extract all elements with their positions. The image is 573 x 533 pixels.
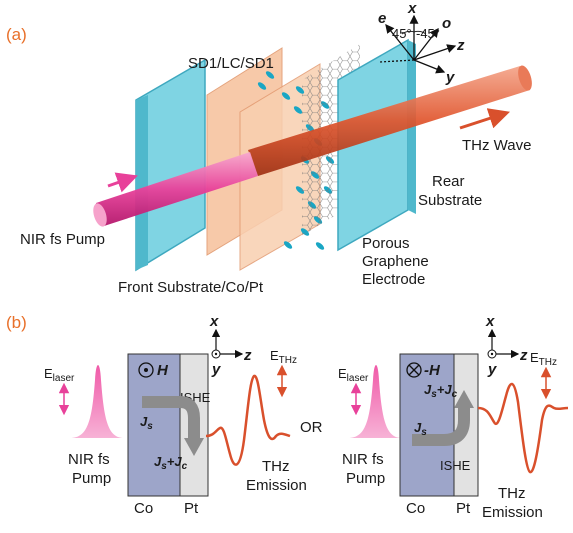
polarization-axes [379, 14, 457, 74]
axis-x-label-left: x [209, 313, 219, 330]
axis-x-label: x [407, 0, 417, 17]
scenario-left: Elaser NIR fs Pump H ISHE Js Js+Jc Co Pt… [44, 313, 307, 517]
e-thz-label-left: ETHz [270, 348, 297, 366]
co-label-left: Co [134, 500, 153, 517]
ishe-label-right: ISHE [440, 458, 471, 473]
panel-label-a: (a) [6, 25, 27, 44]
pump-pulse-right [348, 365, 402, 438]
emission-label-left-2: Emission [246, 477, 307, 494]
pt-label-left: Pt [184, 500, 199, 517]
rear-substrate-label-2: Substrate [418, 192, 482, 209]
panel-label-b: (b) [6, 313, 27, 332]
axis-z-label-left: z [243, 347, 252, 364]
emission-label-right-1: THz [498, 485, 526, 502]
emission-label-right-2: Emission [482, 504, 543, 521]
field-out-icon-left [138, 362, 154, 378]
e-thz-label-right: ETHz [530, 350, 557, 368]
angle-neg45-label: -45° [416, 26, 440, 41]
pump-label-left-1: NIR fs [68, 451, 110, 468]
co-label-right: Co [406, 500, 425, 517]
thz-wave-label: THz Wave [462, 137, 531, 154]
graphene-label-1: Porous [362, 235, 410, 252]
jsjc-label-left: Js+Jc [154, 454, 188, 472]
pump-label: NIR fs Pump [20, 231, 105, 248]
axis-e-label: e [378, 10, 386, 27]
layer-stack-label: SD1/LC/SD1 [188, 55, 274, 72]
thz-waveform-left [205, 374, 291, 466]
co-block-left [127, 353, 181, 497]
pump-beam [93, 152, 258, 227]
axis-o-label: o [442, 15, 451, 32]
thz-waveform-right [477, 382, 569, 474]
field-label-left: H [157, 362, 169, 379]
front-substrate [135, 58, 206, 272]
emission-label-left-1: THz [262, 458, 290, 475]
pt-label-right: Pt [456, 500, 471, 517]
pump-label-right-2: Pump [346, 470, 385, 487]
co-block-right [399, 353, 455, 497]
front-substrate-label: Front Substrate/Co/Pt [118, 279, 264, 296]
pump-direction-arrow [107, 172, 138, 193]
axis-z-label: z [456, 37, 465, 54]
angle-45-label: 45° [392, 26, 412, 41]
scenario-right: Elaser NIR fs Pump -H Js+Jc Js ISHE Co P… [338, 313, 569, 521]
js-label-right: Js [414, 420, 427, 438]
graphene-label-3: Electrode [362, 271, 425, 288]
axis-y-label-left: y [211, 361, 221, 378]
e-laser-label-right: Elaser [338, 366, 369, 384]
js-label-left: Js [140, 414, 153, 432]
pump-label-right-1: NIR fs [342, 451, 384, 468]
graphene-label-2: Graphene [362, 253, 429, 270]
field-label-right: -H [424, 362, 441, 379]
axis-y-label: y [445, 69, 455, 86]
axis-y-label-right: y [487, 361, 497, 378]
axis-z-label-right: z [519, 347, 528, 364]
rear-substrate-label-1: Rear [432, 173, 465, 190]
spin-current-arrow-right [412, 406, 470, 446]
pump-pulse-left [70, 365, 124, 438]
e-laser-label-left: Elaser [44, 366, 75, 384]
or-label: OR [300, 419, 323, 436]
field-in-icon-right [406, 362, 422, 378]
thz-beam [248, 65, 532, 176]
pump-label-left-2: Pump [72, 470, 111, 487]
thz-direction-arrow [459, 108, 510, 130]
jsjc-label-right: Js+Jc [424, 382, 458, 400]
axis-x-label-right: x [485, 313, 495, 330]
spin-current-arrow-left [142, 396, 200, 440]
